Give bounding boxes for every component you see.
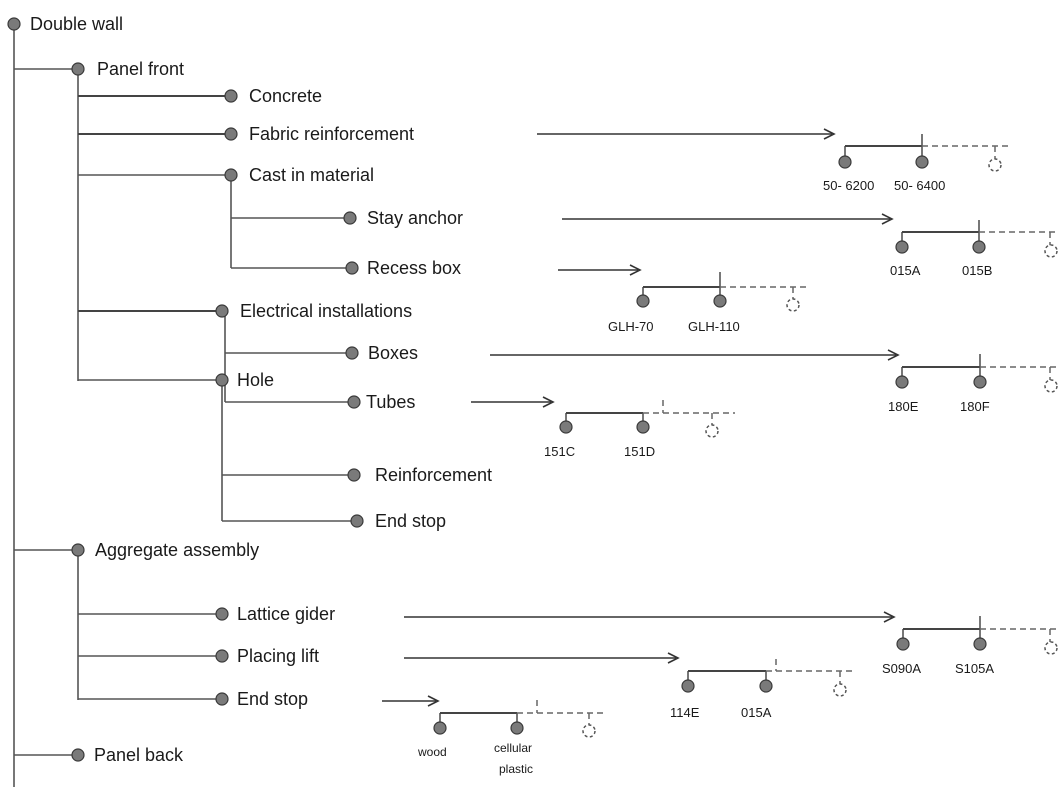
tree-nodes — [7, 17, 364, 762]
node-end-stop — [350, 514, 364, 528]
tree-connectors — [13, 24, 356, 787]
variant-label: S105A — [955, 661, 994, 676]
node-hole — [215, 373, 229, 387]
fabric-reinforcement-label: Fabric reinforcement — [249, 124, 414, 144]
boxes-label: Boxes — [368, 343, 418, 363]
lattice-gider-label: Lattice gider — [237, 604, 335, 624]
variant-label: 50- 6200 — [823, 178, 874, 193]
tree-labels: Double wall Panel front Concrete Fabric … — [30, 14, 492, 765]
open-variant-icon — [988, 158, 1002, 172]
node-panel-front — [71, 62, 85, 76]
end-stop-label: End stop — [375, 511, 446, 531]
node-electrical-installations — [215, 304, 229, 318]
cast-in-material-label: Cast in material — [249, 165, 374, 185]
recess-box-label: Recess box — [367, 258, 461, 278]
panel-back-label: Panel back — [94, 745, 184, 765]
variant-label: GLH-70 — [608, 319, 654, 334]
node-panel-back — [71, 748, 85, 762]
open-variant-icon — [582, 724, 596, 738]
variant-label: 015A — [741, 705, 772, 720]
node-cast-in-material — [224, 168, 238, 182]
concrete-label: Concrete — [249, 86, 322, 106]
variant-label: GLH-110 — [688, 319, 740, 334]
variant-group-recess-box: GLH-70 GLH-110 — [608, 272, 810, 334]
panel-front-label: Panel front — [97, 59, 184, 79]
variant-label: 015A — [890, 263, 921, 278]
variant-label: 151D — [624, 444, 655, 459]
electrical-installations-label: Electrical installations — [240, 301, 412, 321]
variant-group-tubes: 151C 151D — [544, 400, 735, 459]
variant-arrows — [382, 128, 900, 707]
open-variant-icon — [1044, 379, 1058, 393]
node-concrete — [224, 89, 238, 103]
node-fabric-reinforcement — [224, 127, 238, 141]
aggregate-assembly-label: Aggregate assembly — [95, 540, 259, 560]
variant-group-lattice-gider: S090A S105A — [882, 616, 1058, 676]
open-variant-icon — [833, 683, 847, 697]
open-variant-icon — [705, 424, 719, 438]
variant-label: S090A — [882, 661, 921, 676]
open-variant-icon — [1044, 244, 1058, 258]
variant-label: plastic — [499, 762, 533, 776]
open-variant-icon — [786, 298, 800, 312]
aggregate-end-stop-label: End stop — [237, 689, 308, 709]
variant-group-stay-anchor: 015A 015B — [890, 220, 1058, 278]
node-aggregate-assembly — [71, 543, 85, 557]
node-placing-lift — [215, 649, 229, 663]
variant-label: 114E — [670, 705, 700, 720]
open-variant-icon — [1044, 641, 1058, 655]
node-root — [7, 17, 21, 31]
variant-label: 015B — [962, 263, 992, 278]
node-reinforcement — [347, 468, 361, 482]
root-label: Double wall — [30, 14, 123, 34]
node-aggregate-end-stop — [215, 692, 229, 706]
variant-label: wood — [417, 745, 447, 759]
placing-lift-label: Placing lift — [237, 646, 319, 666]
variant-label: 180F — [960, 399, 990, 414]
node-stay-anchor — [343, 211, 357, 225]
variant-group-placing-lift: 114E 015A — [670, 659, 852, 720]
variant-group-fabric-reinforcement: 50- 6200 50- 6400 — [823, 134, 1010, 193]
stay-anchor-label: Stay anchor — [367, 208, 463, 228]
variant-label: 151C — [544, 444, 575, 459]
variant-label: 50- 6400 — [894, 178, 945, 193]
variant-label: 180E — [888, 399, 919, 414]
tubes-label: Tubes — [366, 392, 415, 412]
node-tubes — [347, 395, 361, 409]
variant-label: cellular — [494, 741, 532, 755]
hole-label: Hole — [237, 370, 274, 390]
node-lattice-gider — [215, 607, 229, 621]
variant-group-boxes: 180E 180F — [888, 354, 1058, 414]
reinforcement-label: Reinforcement — [375, 465, 492, 485]
node-boxes — [345, 346, 359, 360]
variant-group-end-stop: wood cellular plastic — [417, 700, 606, 776]
node-recess-box — [345, 261, 359, 275]
